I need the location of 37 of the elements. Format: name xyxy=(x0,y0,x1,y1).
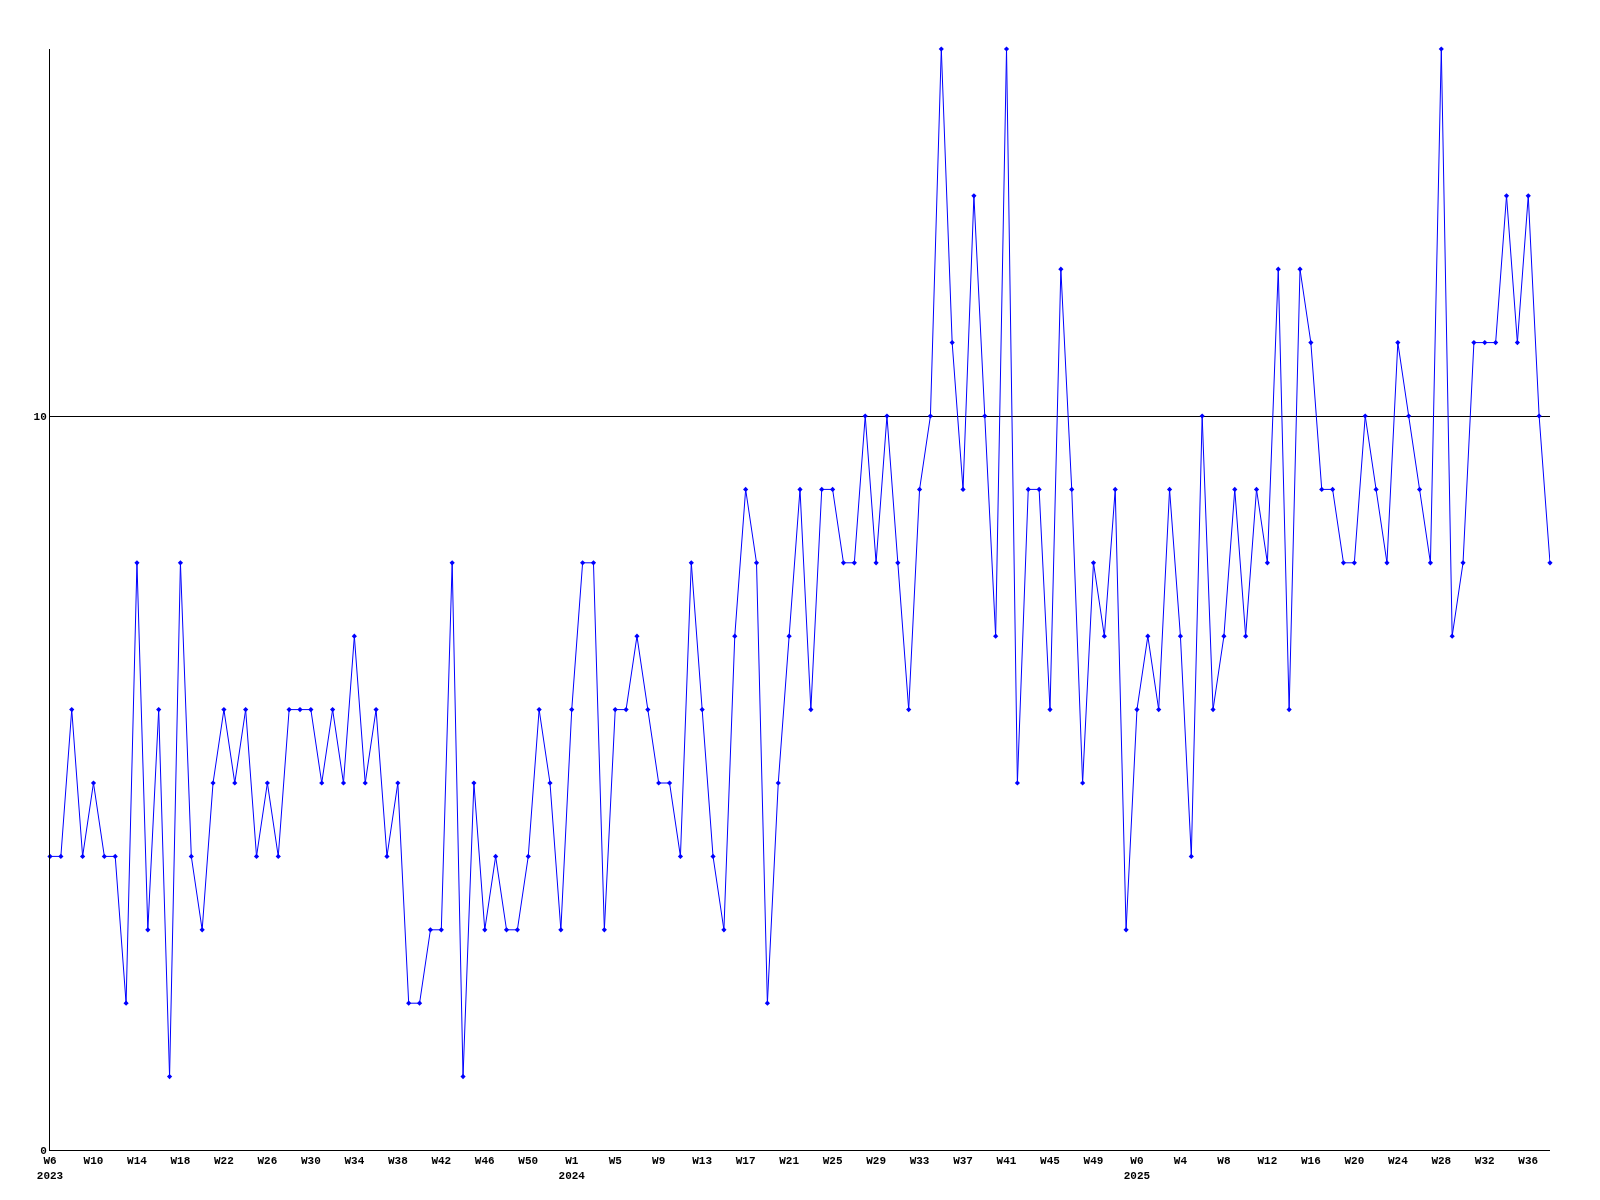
x-tick-label: W46 xyxy=(474,1155,495,1168)
x-tick-label: W14 xyxy=(127,1155,148,1168)
x-tick-label: W25 xyxy=(822,1155,843,1168)
x-tick-label: W17 xyxy=(735,1155,756,1168)
x-tick-label: W21 xyxy=(779,1155,800,1168)
x-tick-label: W18 xyxy=(170,1155,191,1168)
x-tick-label: W8 xyxy=(1217,1155,1231,1168)
x-tick-label: W28 xyxy=(1431,1155,1452,1168)
x-tick-label: W4 xyxy=(1173,1155,1188,1168)
x-tick-label: W50 xyxy=(518,1155,539,1168)
x-tick-label: W34 xyxy=(344,1155,365,1168)
x-tick-label: W12 xyxy=(1257,1155,1278,1168)
x-tick-label: W5 xyxy=(608,1155,623,1168)
x-tick-label: W16 xyxy=(1300,1155,1321,1168)
x-tick-label: W6 2023 xyxy=(36,1155,64,1182)
y-tick-label: 10 xyxy=(33,410,47,423)
x-tick-label: W49 xyxy=(1083,1155,1104,1168)
x-tick-label: W41 xyxy=(996,1155,1017,1168)
y-tick-label: 0 xyxy=(40,1144,47,1157)
x-tick-label: W45 xyxy=(1040,1155,1061,1168)
x-tick-label: W9 xyxy=(652,1155,666,1168)
x-tick-label: W30 xyxy=(300,1155,321,1168)
x-tick-label: W32 xyxy=(1474,1155,1495,1168)
x-tick-label: W33 xyxy=(909,1155,930,1168)
x-tick-label: W29 xyxy=(866,1155,886,1168)
x-tick-label: W10 xyxy=(83,1155,104,1168)
x-tick-label: W36 xyxy=(1518,1155,1539,1168)
x-tick-label: W24 xyxy=(1387,1155,1409,1168)
x-tick-label: W13 xyxy=(692,1155,713,1168)
x-tick-label: W38 xyxy=(387,1155,409,1168)
x-tick-label: W22 xyxy=(214,1155,234,1168)
x-tick-label: W26 xyxy=(257,1155,278,1168)
x-tick-label: W20 xyxy=(1344,1155,1365,1168)
x-tick-label: W37 xyxy=(953,1155,973,1168)
x-tick-label: W0 2025 xyxy=(1123,1155,1151,1182)
x-tick-label: W1 2024 xyxy=(558,1155,586,1182)
x-tick-label: W42 xyxy=(431,1155,452,1168)
